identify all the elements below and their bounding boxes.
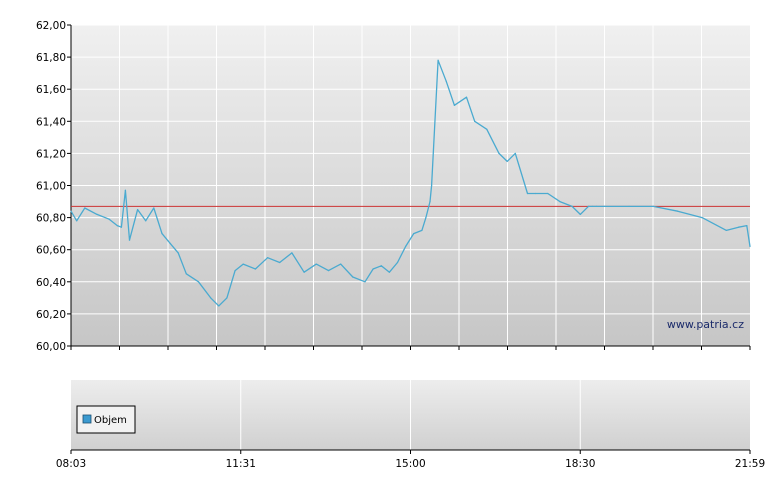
y-tick-label: 60,80 (36, 213, 66, 225)
price-point (364, 281, 366, 283)
price-point (380, 265, 382, 267)
price-point (701, 217, 703, 219)
price-point (465, 96, 468, 98)
price-point (96, 213, 98, 215)
price-point (437, 59, 439, 61)
price-point (218, 305, 220, 307)
price-point (579, 213, 581, 215)
volume-grid (240, 380, 581, 450)
price-point (303, 271, 305, 273)
price-point (628, 205, 630, 207)
price-point (514, 152, 516, 154)
x-tick-label: 15:00 (395, 458, 425, 470)
price-point (169, 242, 171, 244)
y-tick-label: 61,20 (36, 148, 66, 160)
legend-swatch (82, 414, 92, 424)
price-point (677, 210, 679, 212)
price-point (587, 205, 590, 207)
price-point (453, 104, 455, 106)
price-point (197, 281, 200, 283)
price-point (421, 229, 423, 231)
price-point (327, 270, 330, 272)
price-point (161, 233, 163, 235)
volume-panel: Objem 08:03 11:31 15:00 18:30 21:59 (56, 380, 765, 470)
y-tick-label: 61,00 (36, 181, 66, 193)
price-point (177, 252, 179, 254)
price-x-ticks (70, 346, 751, 350)
x-tick-label: 11:31 (226, 458, 256, 470)
price-point (210, 297, 212, 299)
price-point (547, 192, 549, 195)
price-point (291, 252, 293, 254)
y-tick-label: 60,00 (36, 341, 66, 353)
price-point (340, 263, 342, 265)
price-point (234, 270, 236, 272)
price-point (725, 229, 728, 231)
price-point (526, 192, 529, 195)
price-point (108, 218, 110, 220)
x-tick-label: 18:30 (565, 458, 595, 470)
x-tick-label: 21:59 (735, 458, 765, 470)
volume-legend: Objem (76, 405, 136, 434)
price-point (738, 226, 740, 228)
price-point (749, 245, 751, 248)
price-point (559, 201, 561, 203)
price-point (267, 257, 269, 259)
price-point (372, 268, 374, 270)
price-point (595, 205, 598, 207)
price-point (254, 268, 256, 270)
price-point (84, 207, 86, 209)
y-tick-label: 60,20 (36, 309, 66, 321)
price-point (279, 261, 281, 264)
price-point (486, 128, 488, 130)
price-point (137, 209, 139, 211)
price-point (153, 207, 155, 209)
price-point (226, 297, 228, 299)
price-point (429, 201, 431, 203)
price-point (652, 205, 654, 207)
price-grid (71, 24, 750, 346)
price-point (498, 152, 500, 154)
y-tick-label: 60,40 (36, 277, 66, 289)
price-point (604, 205, 606, 207)
volume-x-axis: 08:03 11:31 15:00 18:30 21:59 (56, 450, 765, 470)
price-point (70, 210, 72, 212)
price-point (242, 263, 244, 265)
price-point (145, 220, 147, 222)
price-point (425, 217, 427, 219)
price-point (474, 120, 476, 122)
price-point (124, 189, 126, 191)
price-point (506, 160, 508, 162)
price-point (315, 263, 317, 265)
y-tick-label: 61,80 (36, 52, 66, 64)
price-point (405, 245, 407, 248)
price-point (413, 233, 415, 235)
legend-label-objem: Objem (94, 415, 127, 426)
price-point (746, 225, 748, 227)
y-tick-label: 61,40 (36, 116, 66, 128)
price-y-axis: 60,00 60,20 60,40 60,60 60,80 61,00 61,20 61,40… (36, 20, 71, 353)
price-point (591, 205, 594, 207)
price-point (431, 184, 433, 187)
price-panel: 60,00 60,20 60,40 60,60 60,80 61,00 61,20 61,40… (36, 20, 751, 353)
price-point (352, 276, 354, 278)
watermark: www.patria.cz (667, 318, 744, 331)
x-tick-label: 08:03 (56, 458, 86, 470)
price-point (120, 226, 122, 228)
price-point (571, 205, 573, 207)
y-tick-label: 62,00 (36, 20, 66, 32)
price-point (128, 239, 131, 241)
y-tick-label: 60,60 (36, 245, 66, 257)
price-point (396, 261, 399, 264)
price-point (185, 273, 187, 275)
price-points (70, 59, 751, 307)
price-point (116, 225, 118, 227)
price-point (535, 192, 537, 195)
price-point (388, 271, 390, 273)
price-point (445, 80, 447, 82)
y-tick-label: 61,60 (36, 84, 66, 96)
legend-box (76, 405, 136, 434)
price-point (76, 220, 78, 222)
